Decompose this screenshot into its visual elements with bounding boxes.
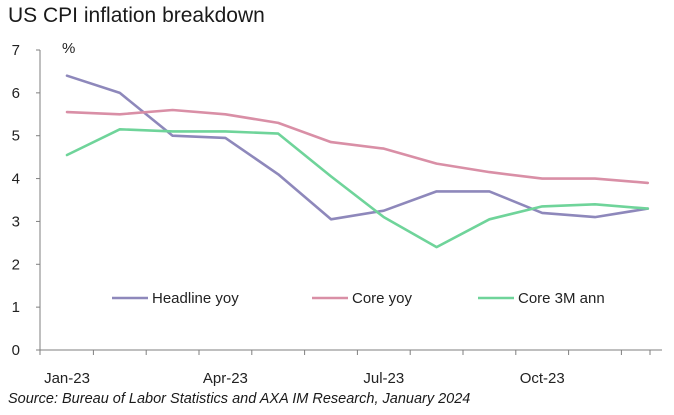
source-note: Source: Bureau of Labor Statistics and A… [8, 391, 471, 407]
y-ticks: 0 1 2 3 4 5 6 7 [12, 42, 40, 359]
y-tick-label: 1 [12, 299, 20, 316]
axes [39, 50, 662, 351]
y-tick-label: 0 [12, 342, 20, 359]
legend-label-core-yoy: Core yoy [352, 290, 413, 307]
line-chart: 0 1 2 3 4 5 6 7 Jan-23 Apr-23 Jul-23 Oct-23 % Head… [12, 40, 662, 387]
y-unit-label: % [62, 40, 75, 57]
legend-label-core-3m-ann: Core 3M ann [518, 290, 605, 307]
series-lines [65, 74, 650, 249]
y-tick-label: 3 [12, 213, 20, 230]
y-tick-label: 5 [12, 128, 20, 145]
y-tick-label: 2 [12, 256, 20, 273]
series-line-core-3m-ann [65, 128, 650, 249]
legend-label-headline-yoy: Headline yoy [152, 290, 239, 307]
y-tick-label: 7 [12, 42, 20, 59]
x-tick-label: Jul-23 [363, 370, 404, 387]
legend: Headline yoy Core yoy Core 3M ann [112, 290, 605, 307]
series-line-headline-yoy [65, 74, 650, 221]
y-tick-label: 4 [12, 171, 20, 188]
chart-title: US CPI inflation breakdown [8, 4, 265, 27]
series-line-core-yoy [65, 108, 650, 185]
x-tick-label: Apr-23 [203, 370, 248, 387]
x-ticks: Jan-23 Apr-23 Jul-23 Oct-23 [39, 350, 651, 387]
x-tick-label: Jan-23 [44, 370, 90, 387]
x-tick-label: Oct-23 [520, 370, 565, 387]
y-tick-label: 6 [12, 85, 20, 102]
